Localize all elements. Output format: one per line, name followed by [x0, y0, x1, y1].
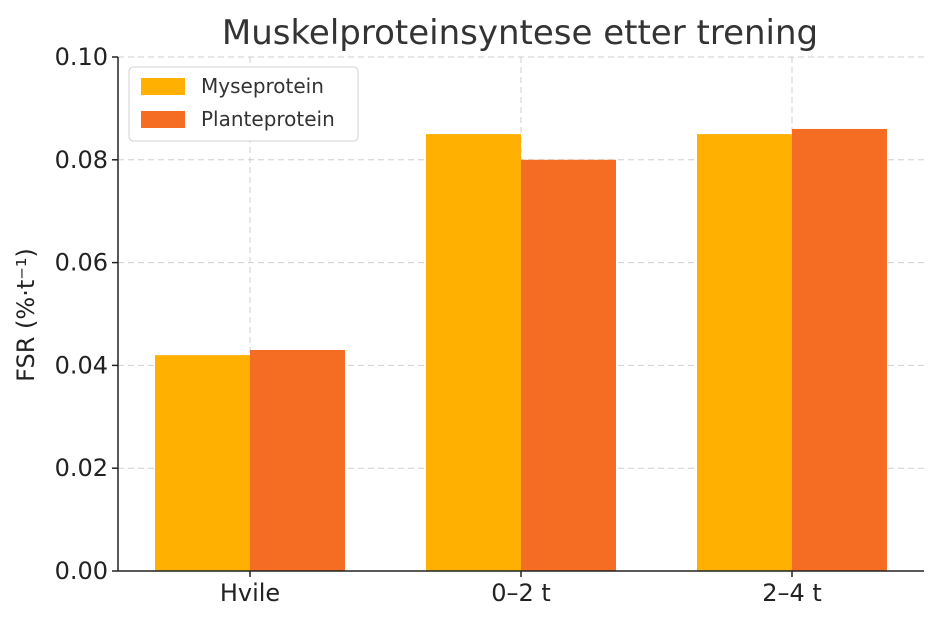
y-axis-label: FSR (%·t⁻¹): [12, 248, 40, 382]
bar-planteprotein: [792, 128, 887, 571]
bars: [155, 128, 887, 572]
y-tick-label: 0.00: [55, 557, 108, 585]
legend-label-planteprotein: Planteprotein: [201, 107, 335, 131]
legend-label-myseprotein: Myseprotein: [201, 74, 324, 98]
y-tick-labels: 0.00 0.02 0.04 0.06 0.08 0.10: [55, 43, 108, 585]
legend-swatch-planteprotein: [141, 111, 185, 128]
bar-myseprotein: [426, 134, 521, 571]
x-tick-labels: Hvile 0–2 t 2–4 t: [220, 579, 822, 607]
y-tick-label: 0.02: [55, 454, 108, 482]
y-tick-label: 0.04: [55, 351, 108, 379]
chart-title: Muskelproteinsyntese etter trening: [222, 13, 818, 53]
bar-planteprotein: [250, 349, 345, 571]
bar-planteprotein: [521, 159, 616, 572]
legend: Myseprotein Planteprotein: [128, 66, 359, 142]
x-tick-label: 2–4 t: [762, 579, 822, 607]
legend-box: [128, 66, 359, 142]
y-tick-label: 0.10: [55, 43, 108, 71]
bar-myseprotein: [697, 134, 792, 571]
bar-myseprotein: [155, 355, 250, 571]
x-tick-label: Hvile: [220, 579, 280, 607]
legend-swatch-myseprotein: [141, 78, 185, 95]
x-tick-label: 0–2 t: [491, 579, 551, 607]
axes: [112, 56, 924, 577]
y-tick-label: 0.08: [55, 146, 108, 174]
y-tick-label: 0.06: [55, 249, 108, 277]
